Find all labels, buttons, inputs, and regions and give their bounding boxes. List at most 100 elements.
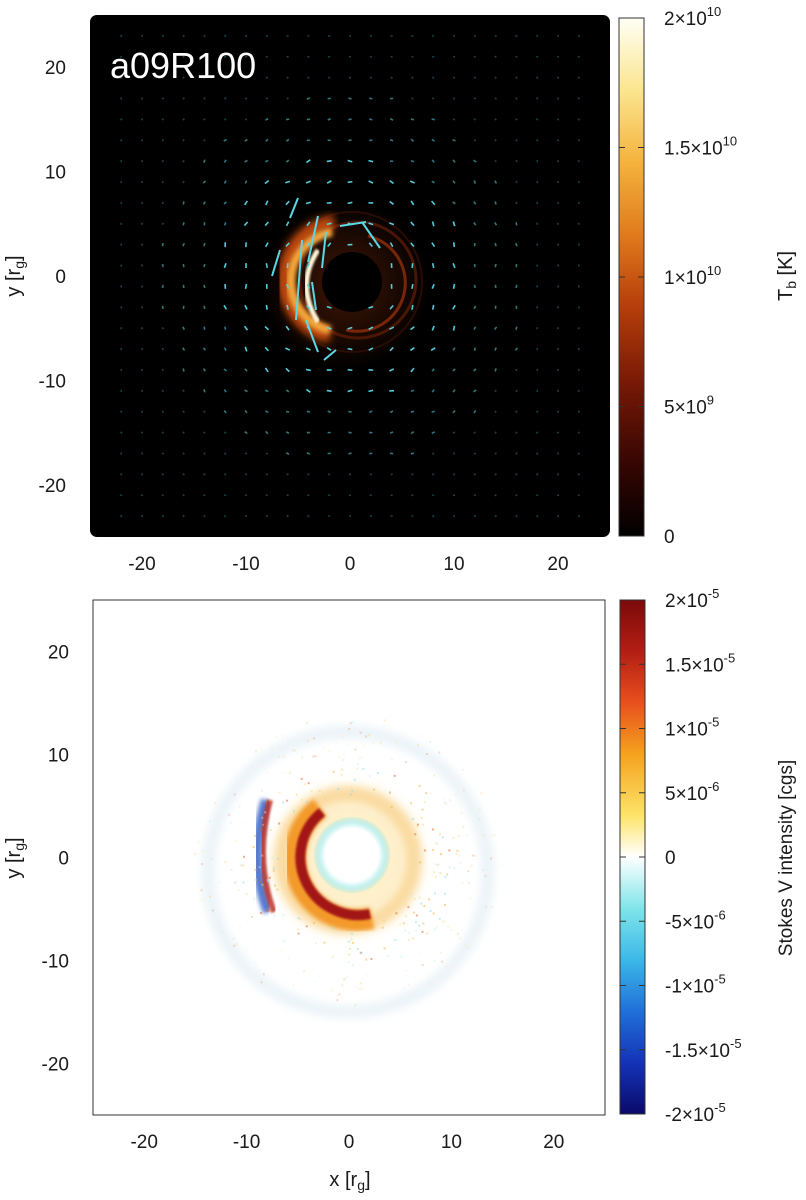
polarization-tick xyxy=(286,304,289,310)
speckle xyxy=(352,964,355,967)
speckle xyxy=(277,857,280,860)
polarization-tick xyxy=(452,304,456,310)
speckle xyxy=(275,735,278,738)
polarization-tick xyxy=(431,389,435,393)
polarization-tick xyxy=(161,431,164,434)
polarization-tick xyxy=(473,139,477,142)
polarization-tick xyxy=(515,139,518,142)
polarization-tick xyxy=(223,138,227,142)
polarization-tick xyxy=(556,97,560,100)
polarization-tick xyxy=(515,55,518,58)
x-tick-label: -20 xyxy=(128,554,155,575)
polarization-tick xyxy=(577,222,580,226)
speckle xyxy=(283,823,286,826)
polarization-tick xyxy=(348,431,352,434)
speckle xyxy=(373,788,376,791)
speckle xyxy=(433,928,436,931)
polarization-tick xyxy=(431,514,435,518)
speckle xyxy=(482,834,485,837)
polarization-tick xyxy=(223,368,227,372)
top-shadow xyxy=(322,252,382,312)
speckle xyxy=(210,857,213,860)
speckle xyxy=(306,739,309,742)
speckle xyxy=(209,820,212,823)
polarization-tick xyxy=(577,452,581,455)
speckle xyxy=(421,808,424,811)
speckle xyxy=(443,801,446,804)
speckle xyxy=(421,823,424,826)
polarization-tick xyxy=(494,326,498,330)
polarization-tick xyxy=(244,76,248,79)
polarization-tick xyxy=(223,452,227,455)
speckle xyxy=(277,869,280,872)
speckle xyxy=(364,735,367,738)
polarization-tick xyxy=(182,326,186,330)
speckle xyxy=(405,969,408,972)
polarization-tick xyxy=(203,242,206,247)
polarization-tick xyxy=(536,264,539,267)
polarization-tick xyxy=(473,473,477,476)
polarization-tick xyxy=(452,368,456,372)
polarization-tick xyxy=(306,221,311,227)
speckle xyxy=(281,735,284,738)
polarization-tick xyxy=(556,159,560,163)
speckle xyxy=(365,958,368,961)
speckle xyxy=(245,949,248,952)
speckle xyxy=(261,883,264,886)
speckle xyxy=(408,931,411,934)
polarization-tick xyxy=(202,180,207,184)
polarization-tick xyxy=(285,159,290,163)
polarization-tick xyxy=(556,452,560,455)
polarization-tick xyxy=(182,452,185,455)
speckle xyxy=(282,801,285,804)
polarization-tick xyxy=(161,410,164,413)
speckle xyxy=(413,911,416,914)
polarization-tick xyxy=(515,410,518,413)
polarization-tick xyxy=(494,263,497,268)
speckle xyxy=(458,937,461,940)
polarization-tick xyxy=(389,242,394,248)
polarization-tick xyxy=(202,368,206,372)
speckle xyxy=(288,772,291,775)
polarization-tick xyxy=(452,55,456,58)
polarization-tick xyxy=(223,222,227,226)
polarization-tick xyxy=(265,200,269,206)
speckle xyxy=(242,864,245,867)
polarization-tick xyxy=(182,34,185,38)
polarization-tick xyxy=(348,452,352,455)
speckle xyxy=(292,810,295,813)
speckle xyxy=(310,790,313,793)
polarization-tick xyxy=(264,242,269,248)
polarization-tick xyxy=(182,55,185,58)
top-title: a09R100 xyxy=(110,45,256,86)
speckle xyxy=(414,833,417,836)
polarization-tick xyxy=(411,55,414,58)
polarization-tick xyxy=(431,180,435,184)
polarization-tick xyxy=(410,221,415,227)
polarization-tick xyxy=(264,346,269,352)
polarization-tick xyxy=(494,222,498,226)
polarization-tick xyxy=(120,347,123,351)
speckle xyxy=(404,929,407,932)
speckle xyxy=(454,793,457,796)
polarization-tick xyxy=(556,34,560,38)
polarization-tick xyxy=(431,118,435,121)
y-tick-label: -20 xyxy=(42,1055,69,1076)
polarization-tick xyxy=(515,97,518,100)
y-tick-label: -20 xyxy=(39,476,66,497)
speckle xyxy=(443,903,446,906)
x-tick-label: 20 xyxy=(543,1132,564,1153)
polarization-tick xyxy=(119,410,123,413)
bottom-x-axis-label: x [rg] xyxy=(329,1169,370,1193)
polarization-tick xyxy=(327,242,332,248)
speckle xyxy=(434,875,437,878)
polarization-tick xyxy=(182,410,185,413)
polarization-tick xyxy=(182,180,185,184)
x-tick-label: 0 xyxy=(345,554,356,575)
polarization-tick xyxy=(161,514,165,518)
speckle xyxy=(417,823,420,826)
speckle xyxy=(432,849,435,852)
speckle xyxy=(458,834,461,837)
speckle xyxy=(445,802,448,805)
polarization-tick xyxy=(203,431,206,434)
